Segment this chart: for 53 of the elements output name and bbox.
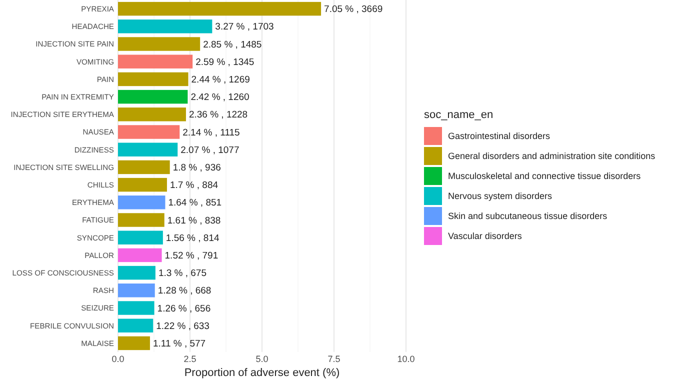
legend-label: General disorders and administration site conditions	[448, 151, 656, 162]
bar	[118, 230, 163, 244]
legend-label: Gastrointestinal disorders	[448, 131, 551, 142]
legend-label: Skin and subcutaneous tissue disorders	[448, 211, 608, 222]
bar	[118, 54, 193, 68]
bar	[118, 142, 178, 156]
bar	[118, 318, 154, 332]
bar	[118, 266, 156, 280]
bar	[118, 125, 180, 139]
x-tick-label: 7.5	[328, 354, 340, 364]
data-label: 1.8 % , 936	[172, 162, 221, 174]
data-label: 7.05 % , 3669	[324, 4, 383, 16]
data-label: 3.27 % , 1703	[215, 22, 274, 33]
bar	[118, 336, 150, 350]
legend-label: Vascular disorders	[448, 231, 522, 242]
legend-label: Musculoskeletal and connective tissue disorders	[448, 171, 642, 182]
data-label: 1.11 % , 577	[152, 338, 206, 350]
data-label: 1.61 % , 838	[167, 215, 221, 226]
data-label: 2.42 % , 1260	[190, 92, 250, 104]
data-label: 1.3 % , 675	[158, 268, 207, 280]
data-label: 2.44 % , 1269	[191, 74, 250, 86]
data-label: 2.85 % , 1485	[203, 39, 262, 50]
data-label: 1.64 % , 851	[168, 198, 222, 209]
data-label: 1.52 % , 791	[164, 250, 218, 262]
bar	[118, 178, 167, 192]
data-label: 2.14 % , 1115	[182, 127, 240, 138]
data-label: 2.07 % , 1077	[180, 144, 240, 156]
x-tick-label: 5.0	[256, 354, 268, 364]
data-label: 1.26 % , 656	[157, 303, 211, 314]
bar	[118, 196, 166, 210]
bar	[118, 72, 188, 86]
bar	[118, 160, 170, 174]
data-label: 2.59 % , 1345	[196, 56, 254, 68]
x-tick-label: 2.5	[184, 354, 196, 364]
bar	[118, 20, 212, 34]
bar	[118, 90, 188, 104]
bar	[118, 37, 200, 51]
bar	[118, 284, 155, 298]
bar	[118, 248, 162, 262]
data-label: 1.7 % , 884	[170, 180, 218, 192]
bar	[118, 2, 322, 16]
x-tick-label: 0.0	[112, 354, 124, 364]
data-label: 1.22 % , 633	[156, 320, 210, 332]
x-axis-title: Proportion of adverse event (%)	[184, 367, 340, 379]
legend-title: soc_name_en	[424, 109, 494, 121]
data-label: 1.56 % , 814	[166, 232, 220, 244]
legend-label: Nervous system disorders	[448, 191, 553, 202]
data-label: 2.36 % , 1228	[188, 110, 248, 121]
bar	[118, 213, 164, 227]
bar	[118, 301, 154, 315]
x-tick-label: 10.0	[397, 354, 415, 364]
bar	[118, 108, 186, 122]
data-label: 1.28 % , 668	[158, 286, 212, 297]
